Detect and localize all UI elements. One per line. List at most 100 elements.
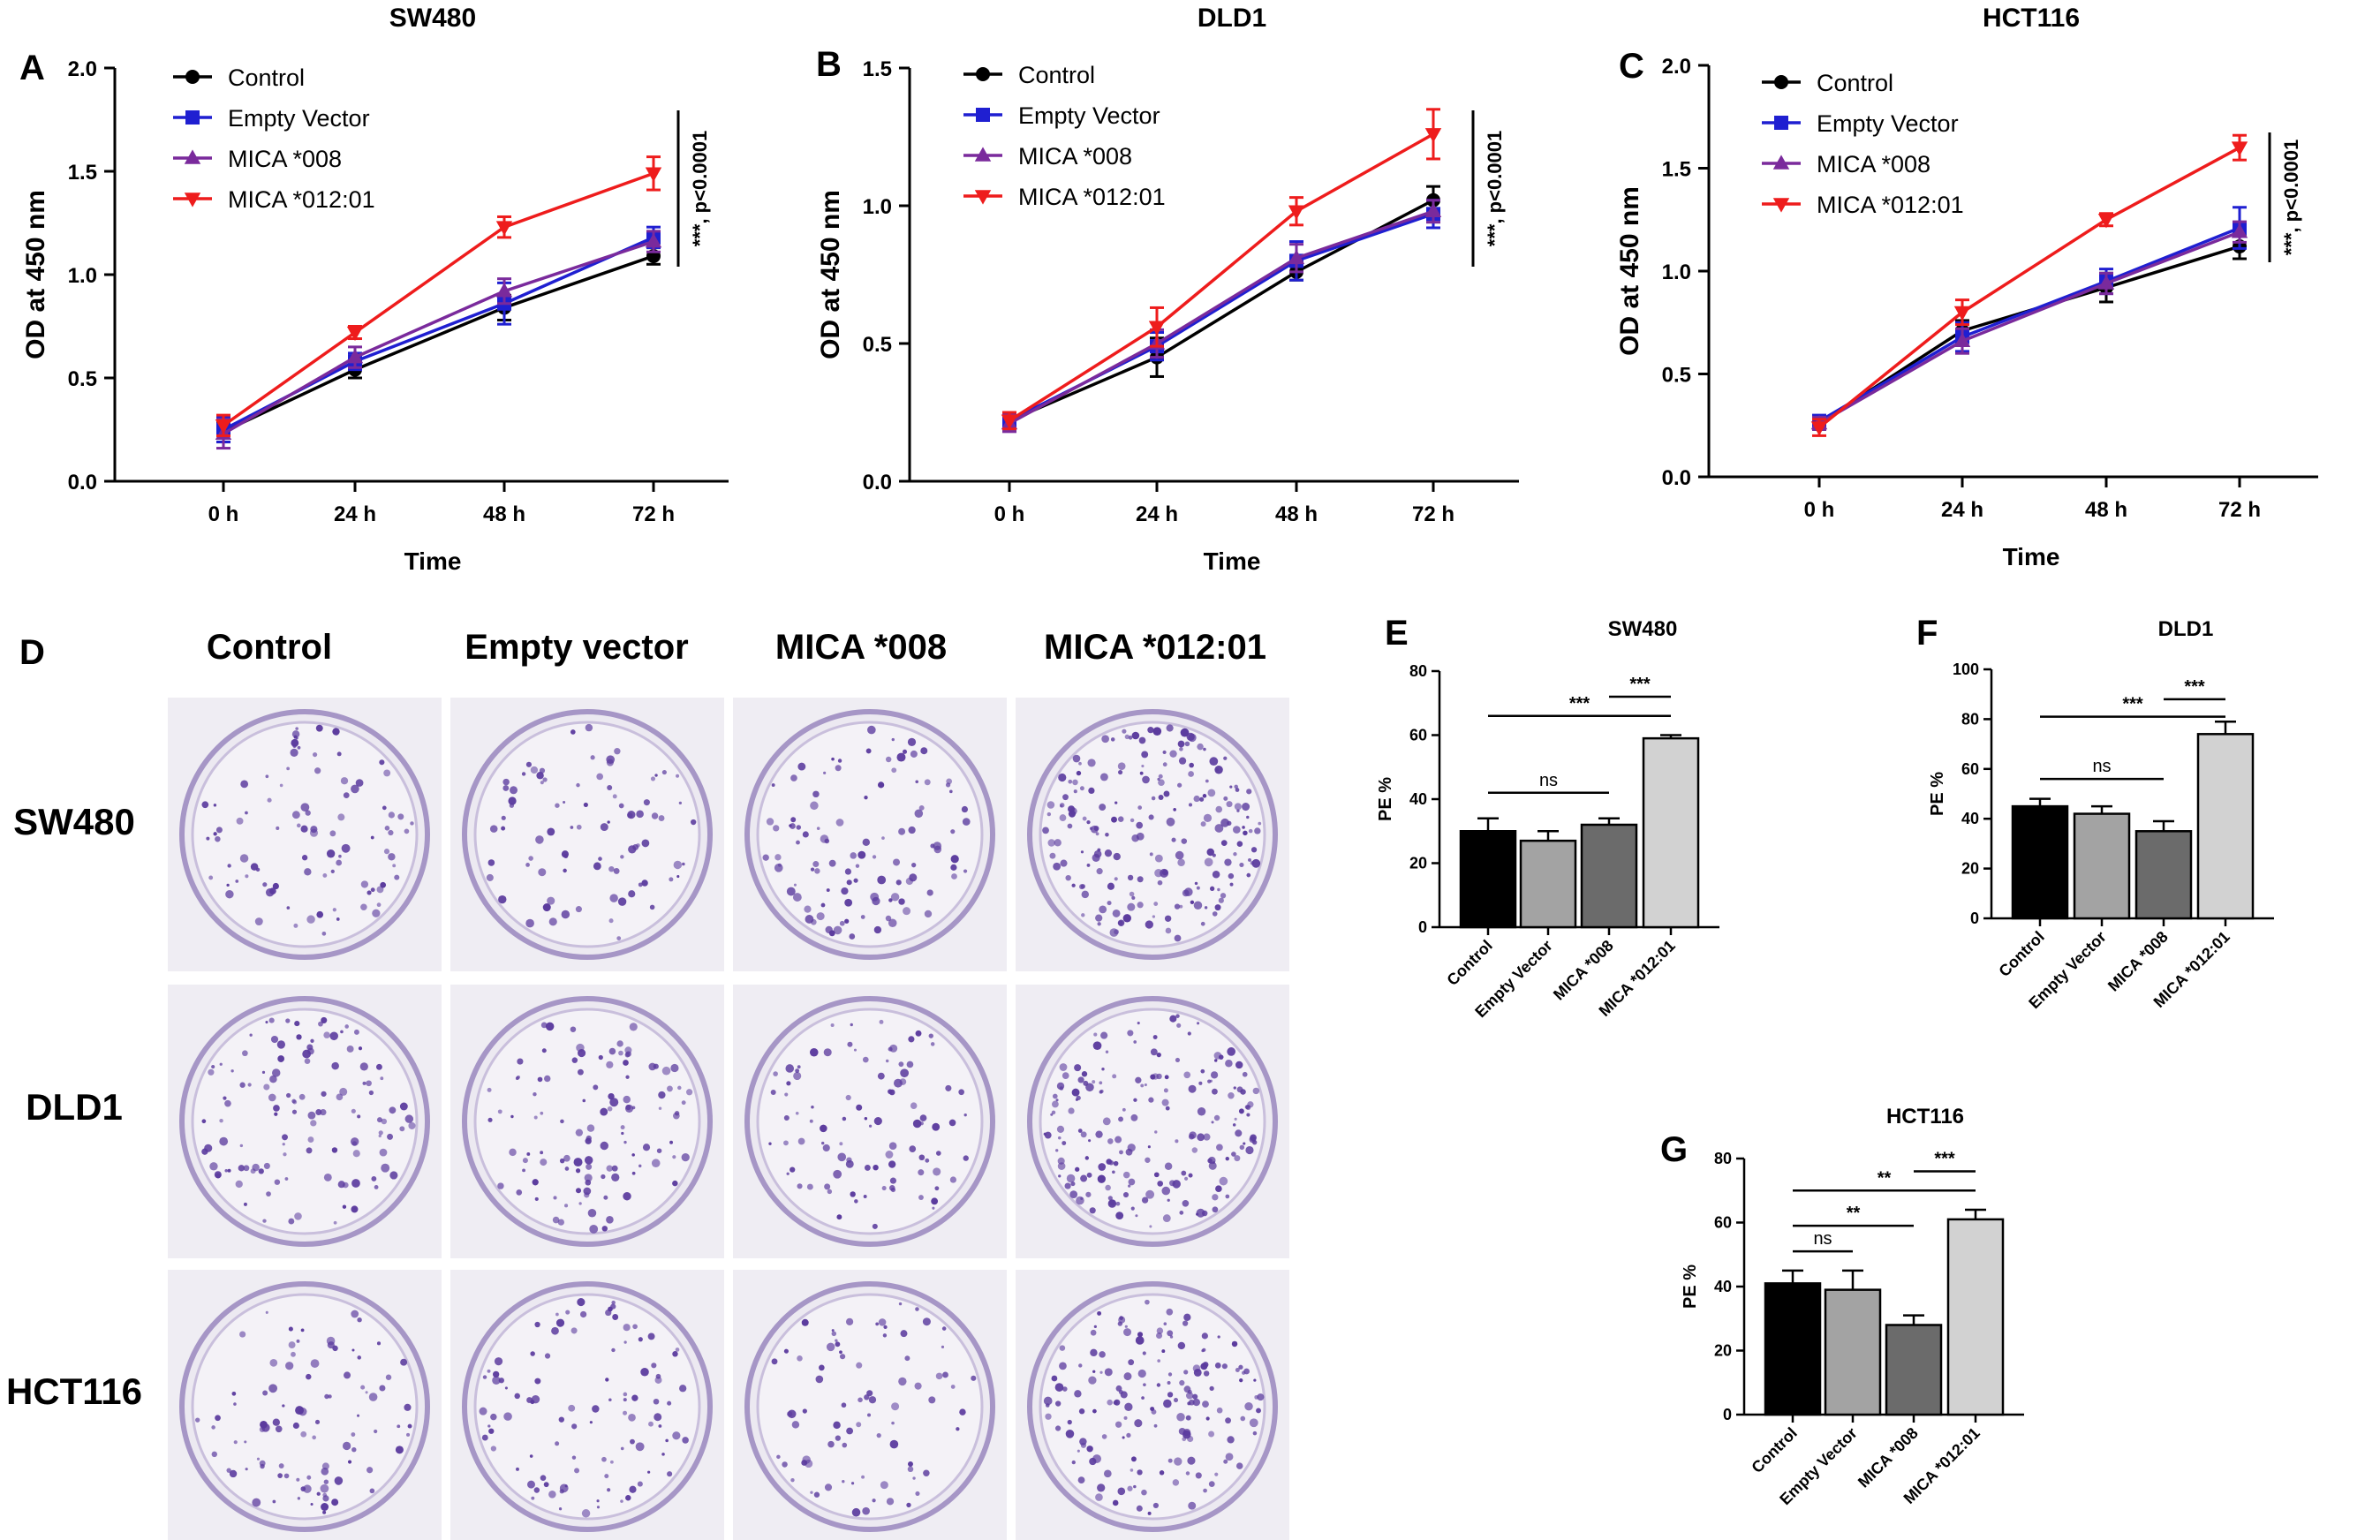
colony	[623, 1398, 627, 1402]
colony	[1185, 1392, 1194, 1400]
colony	[1161, 1098, 1169, 1106]
colony	[956, 1427, 960, 1431]
colony	[1229, 785, 1233, 789]
colony	[1167, 1458, 1173, 1463]
colony	[371, 1176, 377, 1181]
colony	[675, 1348, 680, 1352]
colony	[1156, 1052, 1161, 1058]
colony	[1055, 1149, 1059, 1152]
colony	[288, 1218, 295, 1225]
colony	[885, 1151, 894, 1159]
colony	[1066, 1174, 1076, 1183]
colony	[1097, 1483, 1106, 1492]
colony	[1141, 1396, 1145, 1400]
colony	[934, 1186, 940, 1191]
colony	[340, 777, 349, 785]
colony	[1112, 909, 1121, 917]
colony	[895, 879, 902, 886]
colony	[1175, 1139, 1179, 1144]
colony	[265, 1021, 268, 1024]
series-line	[1009, 209, 1434, 426]
panel-label-c: C	[1619, 47, 1644, 86]
colony	[1202, 1362, 1209, 1368]
colony	[1156, 1383, 1161, 1387]
plate-column-mica-012-01: MICA *012:01	[1044, 628, 1266, 667]
colony	[1209, 757, 1219, 766]
colony	[891, 1402, 900, 1411]
colony	[265, 774, 269, 779]
colony	[882, 1333, 888, 1338]
colony	[408, 1121, 416, 1129]
colony	[1208, 1431, 1215, 1438]
colony	[334, 1476, 344, 1485]
colony	[918, 804, 925, 811]
colony	[878, 1318, 887, 1326]
colony	[1213, 1114, 1220, 1121]
colony	[1188, 1501, 1197, 1510]
colony	[1148, 814, 1154, 820]
colony	[1086, 864, 1091, 867]
colony	[604, 1474, 609, 1479]
colony	[300, 825, 308, 833]
colony	[1167, 1372, 1173, 1377]
colony	[1225, 1417, 1231, 1424]
colony	[856, 1104, 863, 1111]
colony	[254, 917, 263, 926]
colony	[950, 864, 957, 871]
colony	[853, 878, 858, 883]
colony	[1126, 1432, 1131, 1438]
colony	[587, 1208, 597, 1218]
colony	[945, 782, 951, 788]
colony	[559, 1483, 569, 1493]
colony	[1243, 830, 1248, 836]
colony	[1223, 1459, 1228, 1464]
panel-label-a: A	[19, 49, 45, 87]
colony	[1182, 1430, 1191, 1439]
colony	[578, 1202, 582, 1205]
colony	[620, 1125, 625, 1130]
colony	[1236, 809, 1240, 812]
colony	[875, 1322, 880, 1326]
colony	[963, 869, 968, 873]
colony	[841, 887, 849, 895]
colony	[661, 1453, 665, 1456]
colony	[1095, 1493, 1103, 1501]
colony	[1077, 1476, 1085, 1484]
colony	[1135, 1214, 1138, 1218]
x-tick-label: 0 h	[208, 502, 239, 526]
colony	[888, 1089, 893, 1094]
colony	[785, 1064, 795, 1073]
colony	[810, 1491, 813, 1494]
colony	[1152, 1502, 1160, 1509]
colony	[300, 1431, 307, 1438]
colony	[1107, 901, 1112, 906]
colony	[841, 1402, 847, 1408]
colony-plate	[1016, 1270, 1289, 1540]
colony	[915, 1307, 919, 1311]
data-point	[1953, 332, 1971, 348]
significance-label: ns	[2092, 757, 2111, 776]
colony	[1214, 904, 1221, 911]
colony	[835, 1341, 841, 1348]
y-axis-label: OD at 450 nm	[816, 190, 845, 359]
colony	[607, 1488, 611, 1492]
colony	[1183, 1370, 1189, 1375]
colony	[623, 1410, 628, 1415]
colony	[888, 898, 893, 902]
colony	[1159, 1470, 1165, 1476]
colony	[510, 786, 518, 795]
y-axis-label: OD at 450 nm	[1615, 186, 1644, 356]
colony	[323, 1173, 332, 1181]
colony	[837, 1152, 847, 1162]
plate-well-inner	[191, 1293, 419, 1521]
colony	[831, 757, 835, 761]
colony	[1239, 1378, 1243, 1383]
colony	[667, 1400, 672, 1406]
colony	[497, 1109, 502, 1114]
colony	[1169, 1335, 1174, 1339]
colony	[1151, 1409, 1157, 1415]
colony	[342, 1441, 351, 1451]
colony	[332, 908, 336, 912]
colony	[276, 1040, 286, 1049]
colony	[201, 801, 209, 809]
